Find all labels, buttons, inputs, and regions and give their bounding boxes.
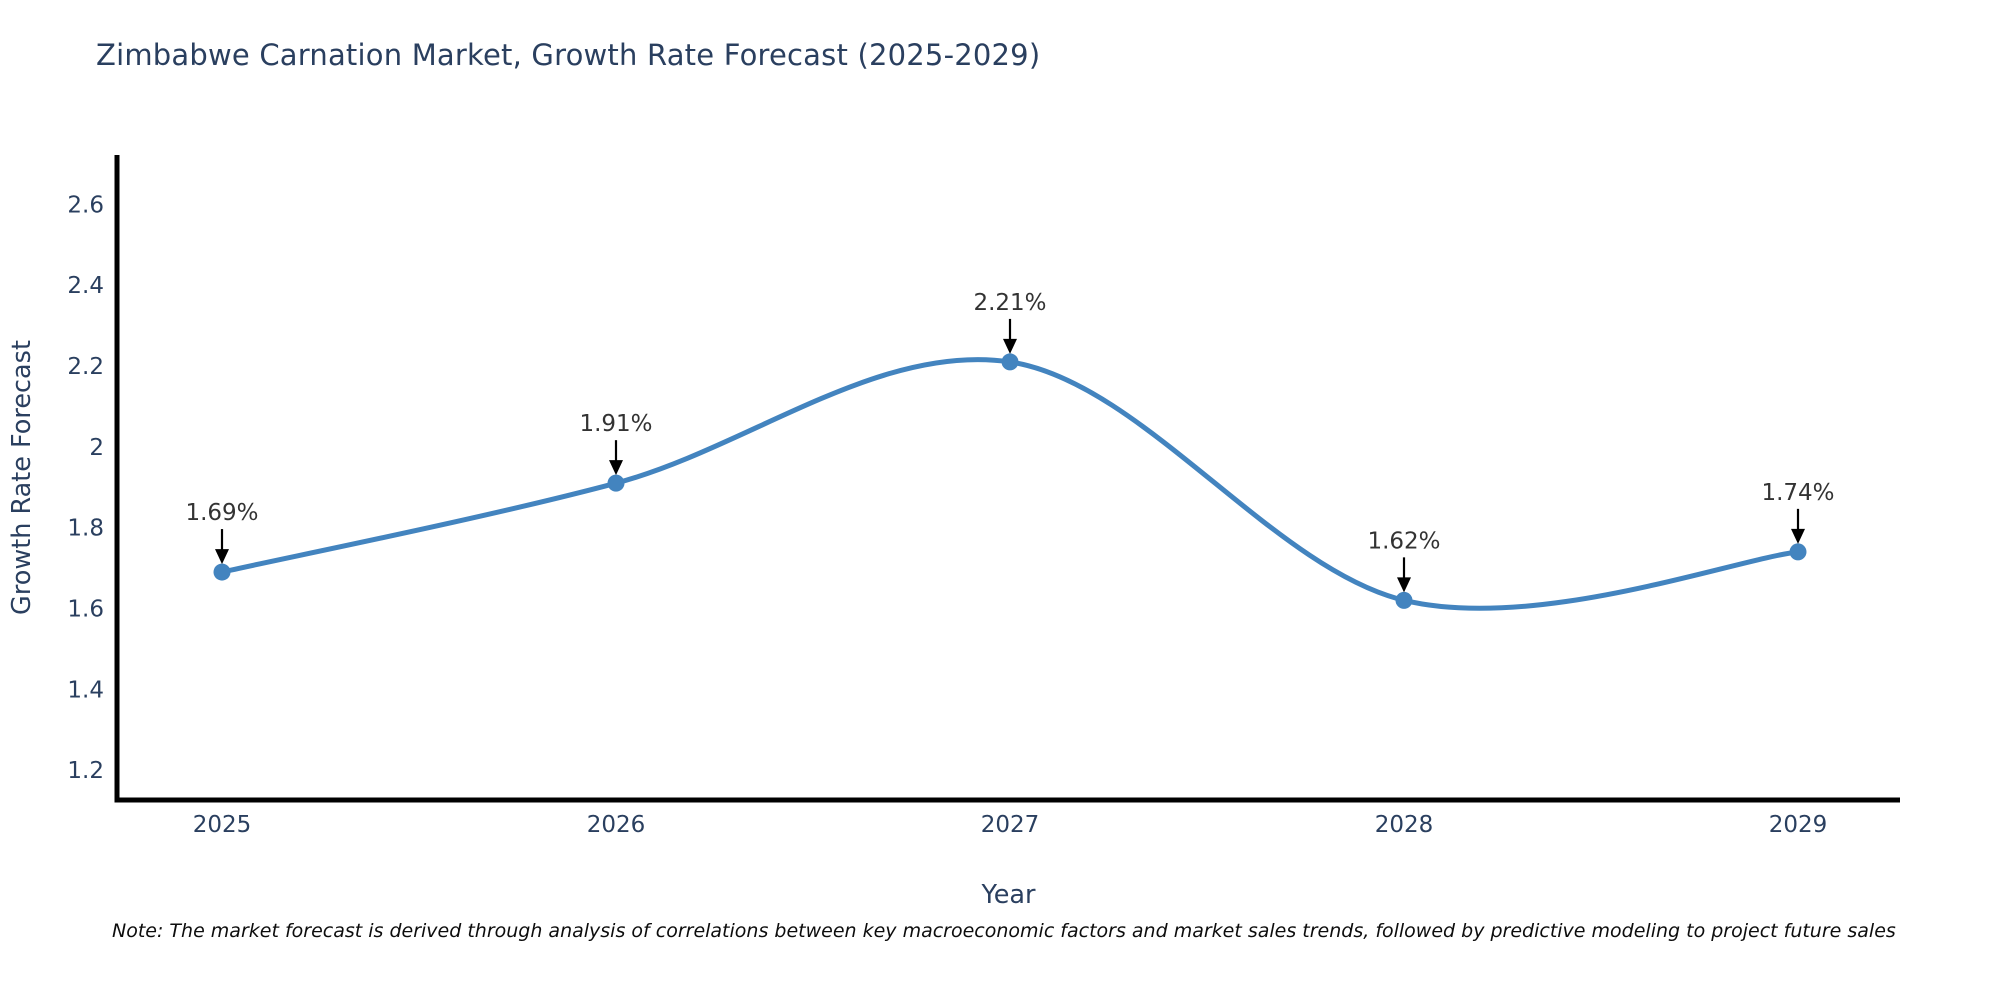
x-tick-label: 2025 <box>193 812 252 838</box>
y-tick-label: 1.4 <box>67 677 104 703</box>
footnote: Note: The market forecast is derived thr… <box>112 920 1896 942</box>
data-point-marker <box>607 474 625 492</box>
data-point-marker <box>213 563 231 581</box>
x-tick-label: 2029 <box>1769 812 1828 838</box>
annotation-arrowhead-icon <box>1791 528 1805 544</box>
data-point-marker <box>1789 543 1807 561</box>
x-tick-label: 2028 <box>1375 812 1434 838</box>
x-tick-label: 2026 <box>587 812 646 838</box>
data-point-label: 1.69% <box>185 500 258 526</box>
annotation-arrowhead-icon <box>1003 338 1017 354</box>
axis-spine <box>114 155 1900 803</box>
y-tick-label: 1.2 <box>67 758 104 784</box>
y-tick-label: 2.2 <box>67 354 104 380</box>
y-tick-label: 2 <box>89 435 104 461</box>
data-point-label: 1.62% <box>1367 528 1440 554</box>
x-tick-label: 2027 <box>981 812 1040 838</box>
series-line <box>219 357 1801 611</box>
y-tick-label: 2.6 <box>67 192 104 218</box>
annotation-arrowhead-icon <box>609 460 623 476</box>
data-point-marker <box>1395 591 1413 609</box>
x-axis-title: Year <box>981 880 1037 910</box>
y-tick-label: 1.8 <box>67 516 104 542</box>
y-tick-label: 2.4 <box>67 273 104 299</box>
data-point-marker <box>1001 353 1019 371</box>
y-tick-label: 1.6 <box>67 596 104 622</box>
data-point-label: 1.74% <box>1761 480 1834 506</box>
y-axis-title: Growth Rate Forecast <box>7 340 37 615</box>
chart-title: Zimbabwe Carnation Market, Growth Rate F… <box>96 38 1041 72</box>
data-point-label: 1.91% <box>579 411 652 437</box>
data-point-label: 2.21% <box>973 290 1046 316</box>
annotation-arrowhead-icon <box>215 549 229 565</box>
annotation-arrowhead-icon <box>1397 577 1411 593</box>
